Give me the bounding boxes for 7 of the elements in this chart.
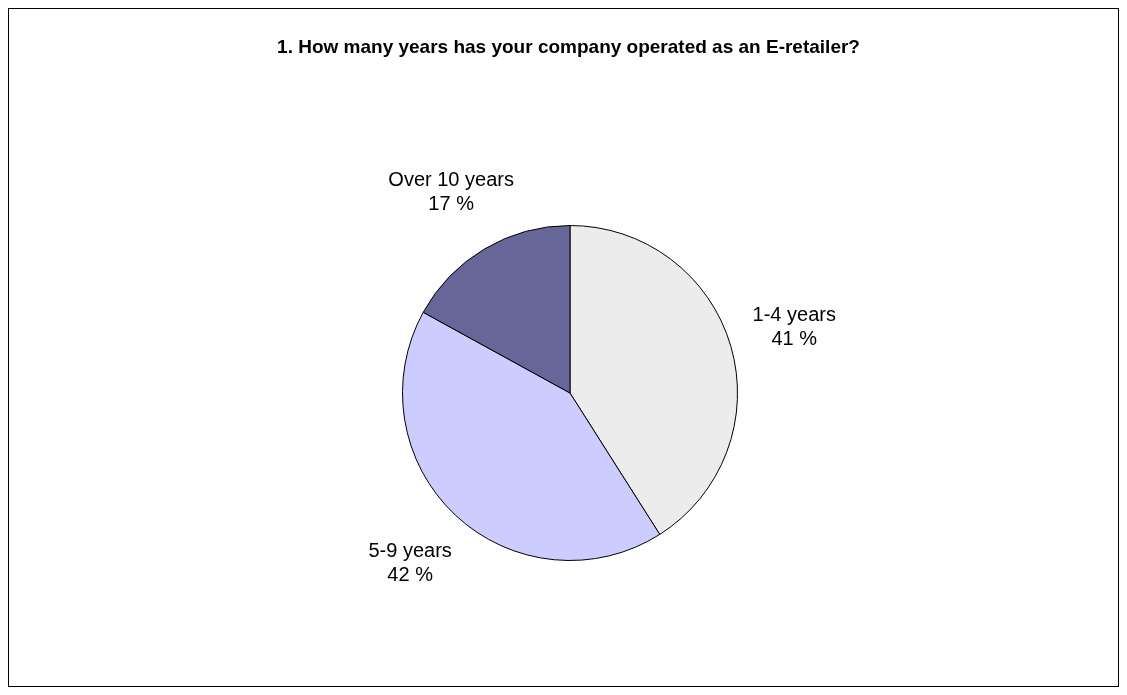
chart-title: 1. How many years has your company operated as an E-retailer?	[277, 36, 860, 58]
data-label: 41 %	[771, 327, 818, 350]
slice-label: 5-9 years	[368, 538, 452, 561]
slice-label: Over 10 years	[388, 167, 514, 190]
data-label: 42 %	[387, 562, 434, 585]
slice-label: 1-4 years	[752, 303, 836, 326]
data-label: 17 %	[428, 191, 475, 214]
